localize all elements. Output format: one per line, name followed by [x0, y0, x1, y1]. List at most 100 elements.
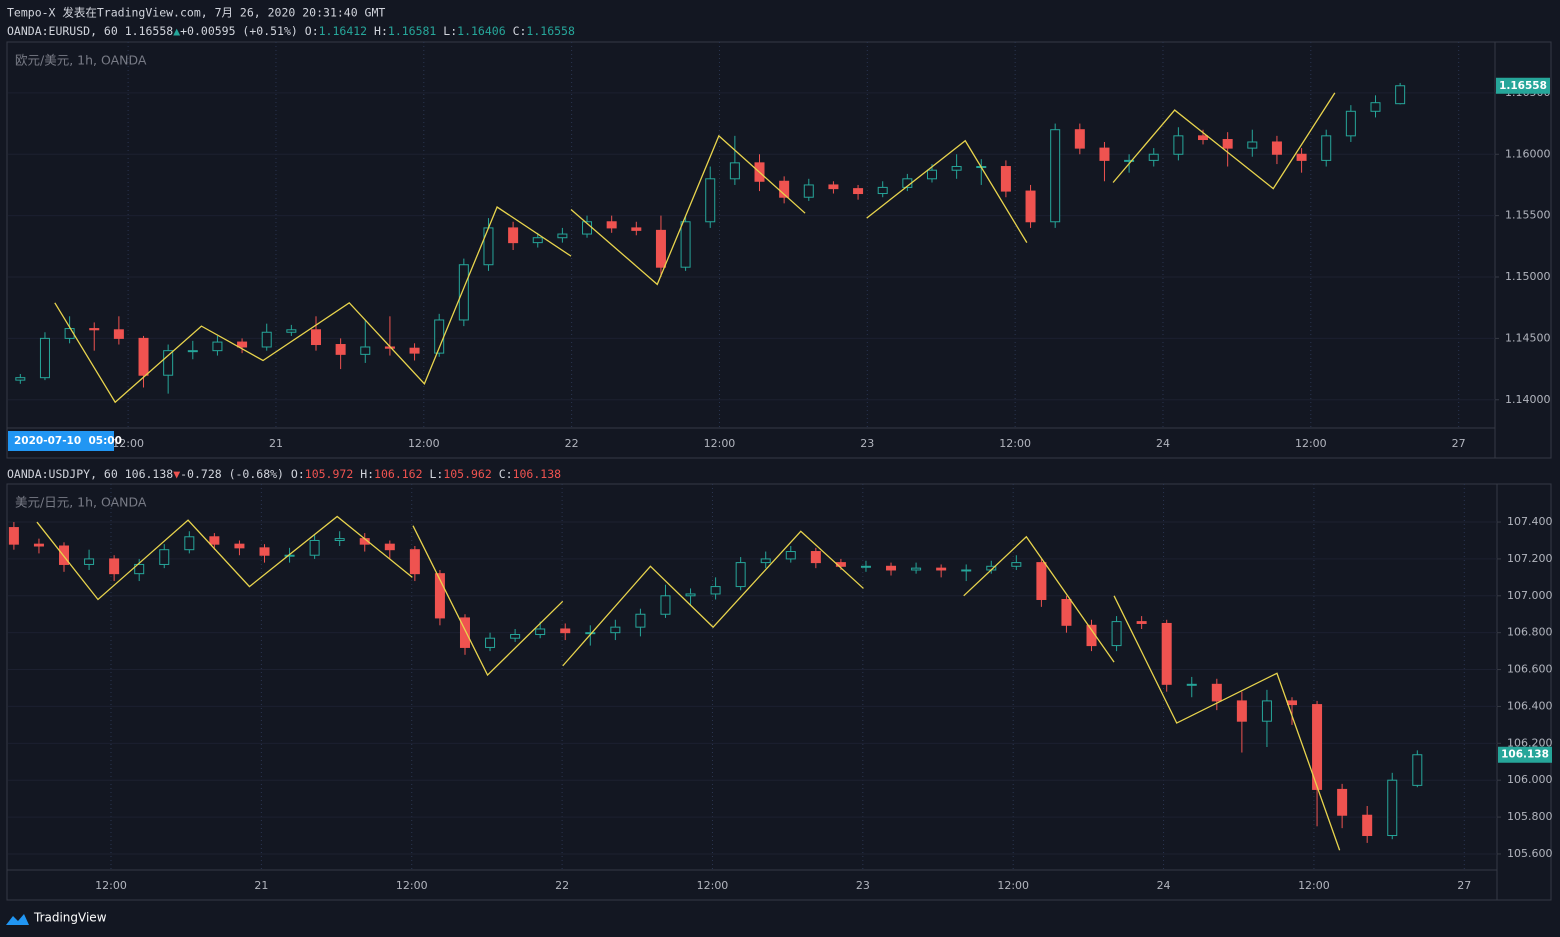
candle-body [606, 221, 617, 229]
pane: OANDA:USDJPY, 60 106.138▼-0.728 (-0.68%)… [6, 467, 1553, 901]
candle-body [1136, 621, 1147, 624]
candle-body [1387, 779, 1398, 837]
candle-body [532, 237, 543, 244]
candle-body [284, 554, 295, 557]
y-tick-label: 1.14500 [1505, 331, 1551, 344]
x-tick-label: 27 [1457, 879, 1471, 892]
pane-title: 美元/日元, 1h, OANDA [15, 495, 147, 510]
y-tick-label: 106.800 [1507, 626, 1553, 639]
candle-body [1198, 135, 1209, 141]
x-tick-label: 21 [269, 437, 283, 450]
candle-body [1074, 129, 1085, 149]
candle-body [434, 573, 445, 619]
candle-body [810, 551, 821, 564]
candle-body [1247, 141, 1258, 149]
candle-body [334, 538, 345, 541]
candle-body [1395, 85, 1406, 105]
candle-body [1321, 135, 1332, 161]
candle-body [84, 558, 95, 565]
candle-body [409, 549, 420, 575]
candle-body [705, 178, 716, 223]
candle-body [760, 558, 771, 564]
candle-body [860, 565, 871, 568]
candle-body [33, 543, 44, 547]
candle-body [785, 551, 796, 560]
y-tick-label: 1.15500 [1505, 209, 1551, 222]
legend: OANDA:USDJPY, 60 106.138▼-0.728 (-0.68%)… [7, 467, 561, 481]
candle-body [1124, 159, 1135, 162]
y-tick-label: 107.400 [1507, 515, 1553, 528]
y-tick-label: 105.600 [1507, 847, 1553, 860]
last-price-tag [1496, 77, 1550, 94]
x-tick-label: 23 [860, 437, 874, 450]
candle-body [59, 545, 70, 565]
legend-ohlc-value: 106.138 [513, 467, 562, 481]
legend-symbol: OANDA:EURUSD, 60 [7, 24, 118, 38]
candle-body [1337, 788, 1348, 816]
legend-ohlc-value: 105.962 [443, 467, 491, 481]
candle-body [1236, 700, 1247, 722]
legend-ohlc-label: O: [305, 24, 319, 38]
candle-body [1362, 814, 1373, 837]
candle-body [159, 549, 170, 565]
legend-arrow: ▲ [173, 24, 180, 38]
candle-body [1061, 598, 1072, 626]
candle-body [660, 595, 671, 615]
candle-body [510, 634, 521, 639]
candle-body [685, 593, 696, 597]
candle-body [911, 567, 922, 571]
x-tick-label: 12:00 [408, 437, 440, 450]
candle-body [710, 586, 721, 595]
pane-border [6, 41, 1552, 459]
candle-body [15, 377, 26, 381]
candle-body [936, 567, 947, 571]
candle-body [1025, 190, 1036, 223]
candle-body [853, 188, 864, 195]
candle-body [1312, 704, 1323, 790]
candle-body [779, 180, 790, 198]
legend-last: 106.138 [125, 467, 174, 481]
candle-body [1186, 683, 1197, 686]
x-tick-label: 12:00 [997, 879, 1029, 892]
x-tick-label: 23 [856, 879, 870, 892]
candle-body [508, 227, 519, 244]
candle-body [138, 337, 149, 376]
candle-body [735, 562, 746, 588]
crosshair-label: 2020-07-10 05:00 [14, 435, 122, 447]
candle-body [1412, 754, 1423, 786]
candle-body [8, 527, 19, 545]
candle-body [1370, 102, 1381, 112]
candle-body [961, 569, 972, 572]
legend-ohlc-value: 106.162 [374, 467, 422, 481]
x-tick-label: 12:00 [95, 879, 127, 892]
candle-body [951, 166, 962, 171]
footer: TradingView [33, 911, 107, 925]
y-tick-label: 106.000 [1507, 773, 1553, 786]
pane-title: 欧元/美元, 1h, OANDA [15, 53, 147, 68]
candle-body [184, 536, 195, 551]
candle-body [485, 637, 496, 648]
candle-body [113, 329, 124, 339]
candle-body [459, 617, 470, 648]
candle-body [886, 565, 897, 571]
legend-ohlc-label: C: [499, 467, 513, 481]
candle-body [1345, 110, 1356, 137]
candle-body [803, 184, 814, 198]
y-tick-label: 106.400 [1507, 699, 1553, 712]
y-tick-label: 106.200 [1507, 736, 1553, 749]
legend-ohlc-label: C: [513, 24, 527, 38]
tradingview-logo [6, 914, 29, 925]
legend-ohlc-label: L: [429, 467, 443, 481]
candle-body [585, 632, 596, 635]
candle-body [729, 162, 740, 180]
candle-body [635, 613, 646, 628]
x-tick-label: 21 [254, 879, 268, 892]
candle-body [655, 229, 666, 268]
legend-last: 1.16558 [125, 24, 174, 38]
x-tick-label: 27 [1452, 437, 1466, 450]
candle-body [828, 184, 839, 190]
legend-arrow: ▼ [173, 467, 180, 481]
last-price-label: 106.138 [1501, 749, 1549, 761]
candle-body [1261, 700, 1272, 722]
